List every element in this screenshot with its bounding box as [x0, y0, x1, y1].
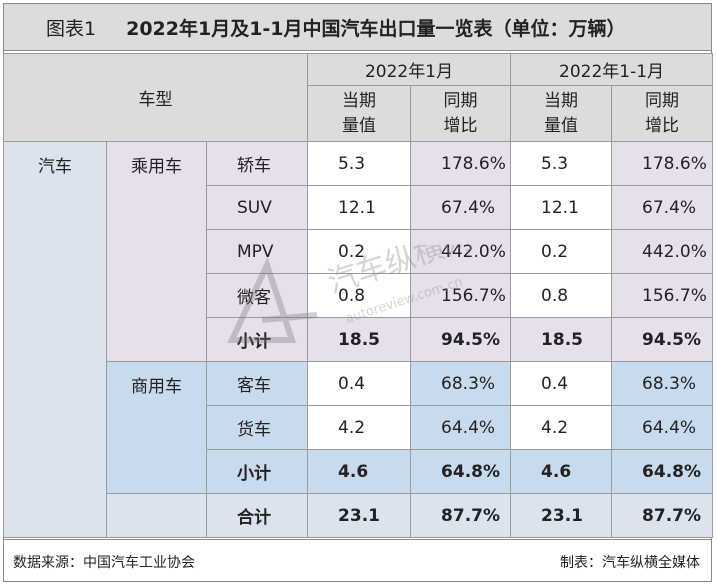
header-vehicle-type: 车型 [2, 53, 309, 142]
figure-label: 图表1 [46, 17, 97, 40]
growth-cell: 64.4% [611, 405, 714, 450]
subtotal-growth: 64.8% [410, 449, 512, 494]
header-yoy-line1: 同期 [443, 90, 478, 111]
subtotal-value: 18.5 [307, 317, 412, 362]
subtotal-value: 4.6 [510, 449, 613, 494]
table-maker: 制表：汽车纵横全媒体 [560, 555, 700, 571]
header-current-line1: 当期 [342, 90, 377, 111]
total-value: 23.1 [307, 493, 412, 538]
subtotal-label: 小计 [205, 317, 309, 362]
row-type: 轿车 [205, 141, 309, 186]
total-value: 23.1 [510, 493, 613, 538]
value-cell: 4.2 [307, 405, 412, 450]
subtotal-growth: 64.8% [611, 449, 714, 494]
value-cell: 12.1 [510, 185, 613, 230]
header-current-2: 当期 量值 [510, 85, 613, 142]
growth-cell: 442.0% [611, 229, 714, 274]
category-cell: 汽车 [3, 141, 107, 538]
row-type: SUV [205, 185, 309, 230]
header-yoy-line1: 同期 [645, 90, 680, 111]
growth-cell: 178.6% [611, 141, 714, 186]
table-title: 2022年1月及1-1月中国汽车出口量一览表（单位：万辆） [126, 17, 626, 40]
value-cell: 0.4 [510, 361, 613, 406]
growth-cell: 68.3% [611, 361, 714, 406]
footer: 数据来源：中国汽车工业协会 制表：汽车纵横全媒体 [3, 539, 712, 582]
header-yoy-1: 同期 增比 [410, 85, 512, 142]
header-yoy-2: 同期 增比 [611, 85, 714, 142]
group-name-commercial: 商用车 [106, 361, 207, 494]
subtotal-label: 小计 [205, 449, 309, 494]
title-bar: 图表1 2022年1月及1-1月中国汽车出口量一览表（单位：万辆） [3, 3, 712, 51]
value-cell: 5.3 [510, 141, 613, 186]
row-type: 微客 [205, 273, 309, 318]
row-type: MPV [205, 229, 309, 274]
row-type: 客车 [205, 361, 309, 406]
growth-cell: 178.6% [410, 141, 512, 186]
header-yoy-line2: 增比 [645, 115, 680, 136]
growth-cell: 442.0% [410, 229, 512, 274]
header-current-1: 当期 量值 [307, 85, 412, 142]
header-current-line1: 当期 [544, 90, 579, 111]
header-period-1: 2022年1月 [307, 53, 512, 86]
growth-cell: 67.4% [410, 185, 512, 230]
growth-cell: 67.4% [611, 185, 714, 230]
subtotal-value: 18.5 [510, 317, 613, 362]
value-cell: 4.2 [510, 405, 613, 450]
group-name-passenger: 乘用车 [106, 141, 207, 362]
growth-cell: 64.4% [410, 405, 512, 450]
header-current-line2: 量值 [342, 115, 377, 136]
subtotal-value: 4.6 [307, 449, 412, 494]
value-cell: 0.2 [510, 229, 613, 274]
growth-cell: 156.7% [410, 273, 512, 318]
header-yoy-line2: 增比 [443, 115, 478, 136]
subtotal-growth: 94.5% [611, 317, 714, 362]
subtotal-growth: 94.5% [410, 317, 512, 362]
header-current-line2: 量值 [544, 115, 579, 136]
total-growth: 87.7% [611, 493, 714, 538]
value-cell: 0.8 [510, 273, 613, 318]
export-table: 车型 2022年1月 2022年1-1月 当期量值 同期增比 当期量值 同期增比… [2, 53, 714, 538]
value-cell: 0.2 [307, 229, 412, 274]
header-period-2: 2022年1-1月 [510, 53, 714, 86]
total-spacer [106, 493, 207, 538]
growth-cell: 68.3% [410, 361, 512, 406]
data-source: 数据来源：中国汽车工业协会 [13, 555, 195, 571]
value-cell: 12.1 [307, 185, 412, 230]
row-type: 货车 [205, 405, 309, 450]
total-label: 合计 [205, 493, 309, 538]
value-cell: 5.3 [307, 141, 412, 186]
growth-cell: 156.7% [611, 273, 714, 318]
total-growth: 87.7% [410, 493, 512, 538]
value-cell: 0.8 [307, 273, 412, 318]
value-cell: 0.4 [307, 361, 412, 406]
